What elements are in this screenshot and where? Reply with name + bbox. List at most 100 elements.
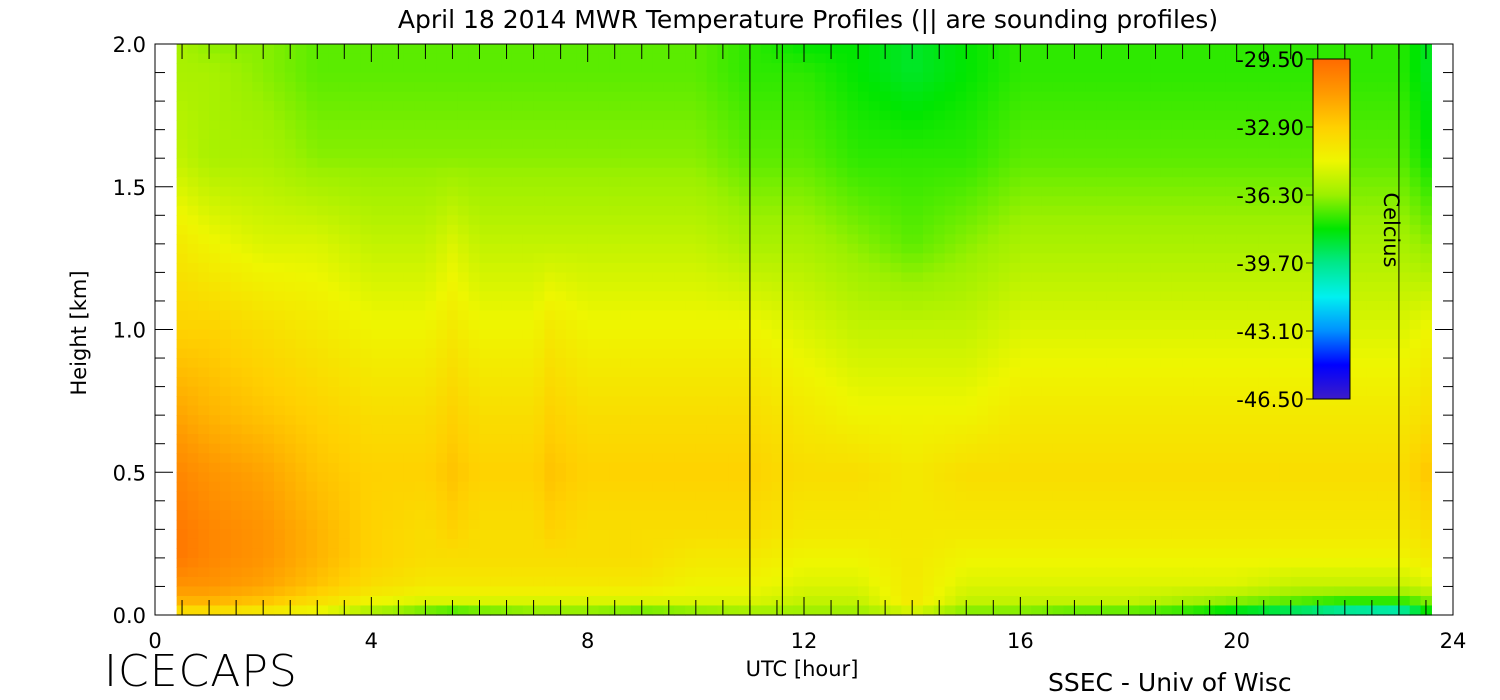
heatmap-cell — [933, 358, 946, 369]
heatmap-cell — [587, 148, 600, 159]
heatmap-cell — [382, 63, 394, 74]
heatmap-cell — [977, 434, 989, 445]
heatmap-cell — [695, 396, 708, 407]
heatmap-cell — [1052, 120, 1065, 131]
heatmap-cell — [1117, 281, 1130, 293]
heatmap-cell — [847, 101, 859, 112]
heatmap-cell — [403, 91, 416, 102]
heatmap-cell — [782, 358, 794, 369]
heatmap-cell — [998, 101, 1011, 112]
heatmap-cell — [490, 243, 502, 254]
heatmap-cell — [522, 300, 535, 312]
heatmap-cell — [987, 186, 1000, 197]
heatmap-cell — [1258, 148, 1270, 159]
heatmap-cell — [522, 339, 535, 350]
heatmap-cell — [1150, 234, 1162, 245]
heatmap-cell — [630, 44, 643, 55]
heatmap-cell — [263, 310, 275, 321]
heatmap-cell — [1193, 319, 1205, 331]
heatmap-cell — [587, 272, 600, 283]
heatmap-cell — [1193, 215, 1205, 226]
heatmap-cell — [1193, 396, 1205, 407]
heatmap-cell — [717, 415, 729, 426]
heatmap-cell — [987, 101, 1000, 112]
heatmap-cell — [511, 367, 524, 378]
heatmap-cell — [392, 91, 405, 102]
heatmap-cell — [1052, 405, 1065, 416]
heatmap-cell — [533, 319, 545, 331]
heatmap-cell — [598, 367, 610, 378]
heatmap-cell — [436, 243, 448, 254]
heatmap-cell — [209, 405, 221, 416]
heatmap-cell — [1388, 148, 1400, 159]
heatmap-cell — [468, 148, 481, 159]
heatmap-cell — [674, 110, 686, 121]
heatmap-cell — [263, 158, 275, 169]
heatmap-cell — [728, 177, 740, 188]
heatmap-cell — [598, 396, 610, 407]
heatmap-cell — [230, 177, 243, 188]
heatmap-cell — [360, 82, 372, 93]
heatmap-cell — [533, 377, 545, 388]
heatmap-cell — [479, 110, 491, 121]
heatmap-cell — [955, 63, 967, 74]
heatmap-cell — [295, 44, 308, 55]
heatmap-cell — [977, 262, 989, 273]
heatmap-cell — [544, 262, 556, 273]
heatmap-cell — [652, 63, 664, 74]
heatmap-cell — [598, 129, 610, 140]
heatmap-cell — [490, 272, 502, 283]
heatmap-cell — [328, 224, 340, 235]
heatmap-cell — [328, 272, 340, 283]
heatmap-cell — [566, 129, 578, 140]
heatmap-cell — [490, 148, 502, 159]
heatmap-cell — [652, 310, 664, 321]
heatmap-cell — [836, 367, 848, 378]
heatmap-cell — [749, 63, 762, 74]
heatmap-cell — [522, 72, 535, 83]
heatmap-cell — [1258, 281, 1270, 293]
heatmap-cell — [219, 443, 232, 454]
heatmap-cell — [1204, 205, 1216, 216]
heatmap-cell — [425, 348, 437, 359]
heatmap-cell — [1171, 101, 1184, 112]
heatmap-cell — [1225, 300, 1238, 312]
heatmap-cell — [944, 319, 957, 331]
heatmap-cell — [479, 424, 491, 435]
heatmap-cell — [598, 281, 610, 293]
heatmap-cell — [836, 72, 848, 83]
heatmap-cell — [1269, 205, 1281, 216]
heatmap-cell — [1085, 63, 1097, 74]
heatmap-cell — [1182, 319, 1194, 331]
heatmap-cell — [620, 377, 632, 388]
heatmap-cell — [273, 367, 286, 378]
heatmap-cell — [804, 253, 816, 264]
heatmap-cell — [1377, 415, 1389, 426]
heatmap-cell — [1160, 339, 1173, 350]
heatmap-cell — [847, 215, 859, 226]
heatmap-cell — [1355, 253, 1368, 264]
heatmap-cell — [901, 186, 913, 197]
heatmap-cell — [804, 234, 816, 245]
heatmap-cell — [814, 177, 827, 188]
heatmap-cell — [241, 367, 253, 378]
heatmap-cell — [1420, 339, 1432, 350]
heatmap-cell — [998, 44, 1011, 55]
heatmap-cell — [1236, 358, 1249, 369]
heatmap-cell — [922, 120, 935, 131]
heatmap-cell — [295, 53, 308, 64]
heatmap-cell — [1247, 300, 1259, 312]
heatmap-cell — [1236, 129, 1249, 140]
heatmap-cell — [1063, 224, 1076, 235]
heatmap-cell — [1182, 243, 1194, 254]
heatmap-cell — [230, 291, 243, 302]
heatmap-cell — [1204, 177, 1216, 188]
heatmap-cell — [966, 101, 978, 112]
heatmap-cell — [1269, 44, 1281, 55]
heatmap-cell — [977, 243, 989, 254]
heatmap-cell — [825, 167, 838, 178]
heatmap-cell — [522, 63, 535, 74]
heatmap-cell — [663, 110, 675, 121]
heatmap-cell — [955, 110, 967, 121]
heatmap-cell — [814, 358, 827, 369]
